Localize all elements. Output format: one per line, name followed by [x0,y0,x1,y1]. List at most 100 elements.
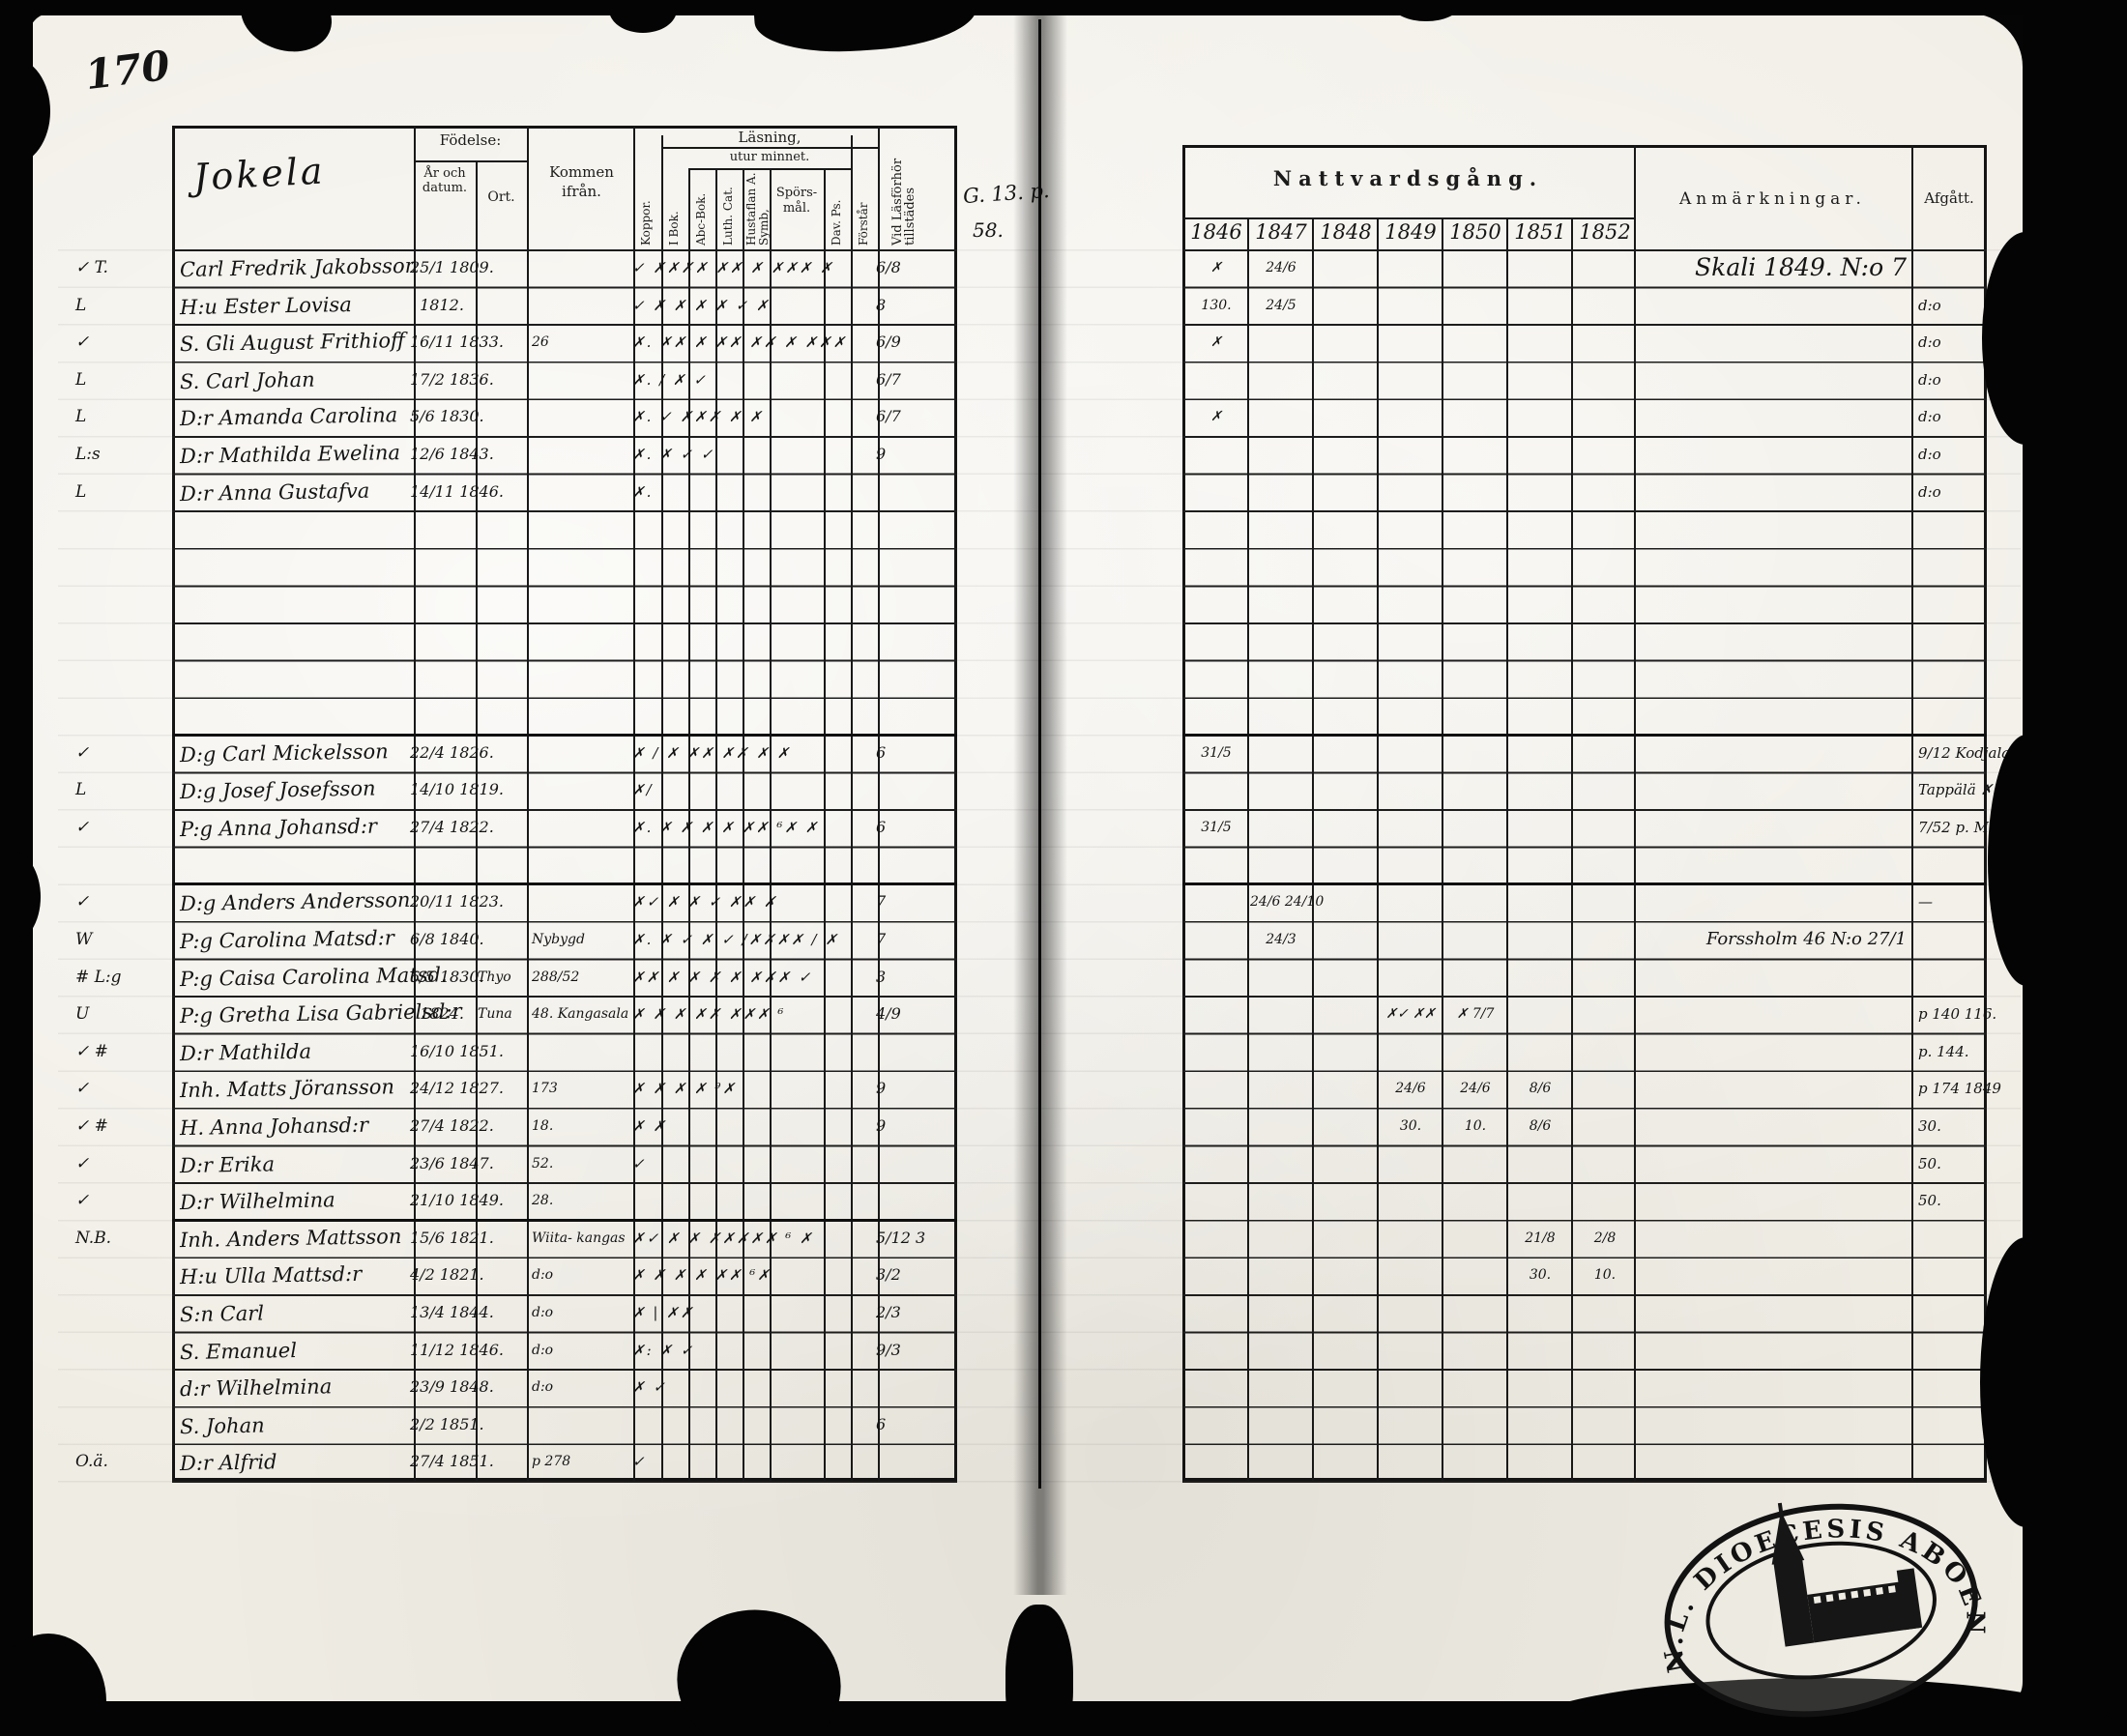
departed-note: — [1918,893,1933,911]
came-from: Wiita- kangas [532,1230,626,1246]
communion-1846: ✗ [1210,260,1222,275]
departed-note: d:o [1918,408,1941,426]
lasforhor-note: 4/9 [876,1004,901,1024]
lasforhor-note: 6/9 [876,333,901,352]
grid-line [688,168,851,170]
group-separator [1182,734,1987,737]
table-row: ✓ T. Carl Fredrik Jakobsson 25/1 1809. ✓… [0,249,2127,287]
departed-note: d:o [1918,296,1941,314]
margin-marks: ✓ [75,1079,90,1099]
header-sporsmal: Spörs-mål. [775,186,818,216]
margin-marks: L:s [75,445,101,465]
grid-line [1634,145,1636,1481]
header-lasning: Läsning, [738,129,801,146]
grid-line [1182,217,1634,219]
came-from: p 278 [532,1454,571,1470]
left-table-rowlines [172,249,957,1483]
margin-marks: ✓ [75,892,90,912]
came-from: d:o [532,1267,554,1284]
grid-line [824,169,826,1481]
header-ort: Ort. [487,189,515,205]
birth-date: 27/4 1851. [410,1452,494,1471]
person-name: S. Gli August Frithioff [179,329,406,357]
communion-1849: 24/6 [1395,1081,1426,1097]
table-row: L S. Carl Johan 17/2 1836. ✗. / ✗ ✓ 6/7 … [0,362,2127,399]
header-afgatt: Afgått. [1924,189,1974,207]
lasforhor-note: 9 [876,445,887,464]
communion-1847: 24/5 [1266,297,1297,313]
margin-marks: L [75,780,87,800]
departed-note: p. 144. [1918,1042,1969,1060]
birth-date: 1824. [420,1004,464,1024]
header-utur-minnet: utur minnet. [729,150,810,164]
grid-line [770,169,772,1481]
grid-line [1442,217,1443,1481]
person-name: D:g Josef Josefsson [179,777,376,804]
reading-marks: ✗ ✗ ✗ ✗ ✗✗ ⁶✗ [632,1266,772,1285]
communion-1850: 24/6 [1460,1081,1491,1097]
margin-marks: N.B. [75,1228,112,1248]
table-row: ✓ Inh. Matts Jöransson 24/12 1827. 173 ✗… [0,1070,2127,1108]
margin-note-2: 58. [973,218,1004,242]
lasforhor-note: 6/7 [876,407,901,426]
margin-marks: ✓ # [75,1115,108,1136]
reading-marks: ✓ [632,1453,647,1471]
table-row: ✓ D:r Wilhelmina 21/10 1849. 28. 50. [0,1182,2127,1220]
birth-date: 5/6 1830. [410,407,484,426]
reading-marks: ✗. / ✗ ✓ [632,370,708,389]
person-name: H:u Ester Lovisa [179,292,352,319]
margin-marks: O.ä. [75,1452,108,1472]
year-1846: 1846 [1190,220,1242,244]
table-row: N.B. Inh. Anders Mattsson 15/6 1821. Wii… [0,1220,2127,1258]
departed-note: d:o [1918,370,1941,389]
photo-edge-blot [1392,0,1460,21]
person-name: P:g Carolina Matsd:r [179,926,394,953]
grid-line [878,126,880,1481]
communion-1851: 8/6 [1529,1117,1552,1134]
photo-edge-blot [1988,735,2065,986]
birth-date: 12/6 1843. [410,445,494,464]
table-row: ✓ D:g Anders Andersson 20/11 1823. ✗✓ ✗ … [0,883,2127,921]
birth-date: 6/8 1840. [410,929,484,948]
grid-line [1571,217,1573,1481]
margin-marks: L [75,295,87,315]
table-row: U P:g Gretha Lisa Gabrielsd:r 1824. Tuna… [0,996,2127,1033]
table-row: # L:g P:g Caisa Carolina Matsd. 6/5 1830… [0,959,2127,997]
reading-marks: ✗. ✓ ✗✗✗ ✗ ✗ [632,408,764,426]
birth-date: 21/10 1849. [410,1191,504,1210]
reading-marks: ✗. ✗ ✓ ✗ ✓ /✗✗✗✗ / ✗ [632,930,839,948]
grid-line [527,126,529,1481]
photo-edge-blot [1980,1237,2072,1527]
margin-marks: ✓ [75,742,90,763]
came-from: Nybygd [532,931,585,947]
header-kommen-ifran: Kommen ifrån. [549,163,614,200]
birth-place: Tuna [478,1006,512,1023]
birth-date: 24/12 1827. [410,1079,504,1098]
table-row: ✓ # H. Anna Johansd:r 27/4 1822. 18. ✗ ✗… [0,1108,2127,1145]
person-name: D:g Anders Andersson [179,888,411,916]
grid-line [661,147,878,149]
reading-marks: ✓ ✗ ✗ ✗ ✗ ✓ ✗ [632,296,771,314]
person-name: d:r Wilhelmina [179,1374,333,1402]
grid-line [414,160,527,162]
grid-line [476,162,478,1481]
person-name: P:g Anna Johansd:r [179,814,378,842]
came-from: 28. [532,1193,554,1209]
departed-note: d:o [1918,333,1941,352]
lasforhor-note: 3 [876,967,887,986]
departed-note: d:o [1918,446,1941,464]
person-name: H:u Ulla Mattsd:r [179,1262,363,1289]
lasforhor-note: 2/3 [876,1302,901,1321]
grid-line [1312,217,1314,1481]
grid-line [688,169,690,1481]
reading-marks: ✗. ✗ ✗ ✗ ✗ ✗✗ ⁶✗ ✗ [632,819,820,837]
birth-date: 22/4 1826. [410,742,494,762]
year-1851: 1851 [1514,220,1566,244]
lasforhor-note: 9/3 [876,1340,901,1359]
departed-note: 30. [1918,1116,1941,1135]
reading-marks: ✗/ [632,781,654,799]
margin-marks: ✓ # [75,1041,108,1061]
birth-date: 23/6 1847. [410,1153,494,1172]
year-1848: 1848 [1320,220,1372,244]
